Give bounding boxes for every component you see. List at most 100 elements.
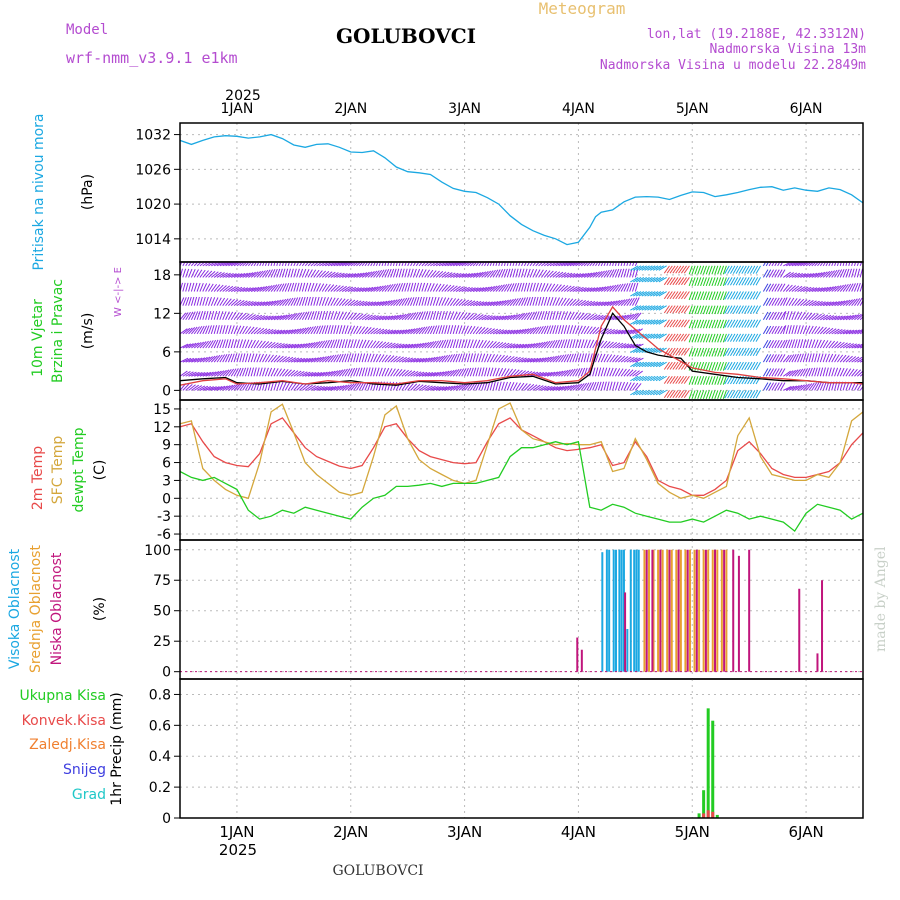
wind-barb bbox=[424, 282, 429, 292]
wind-barb bbox=[207, 325, 212, 335]
wind-barb bbox=[296, 262, 300, 267]
wind-barb bbox=[512, 382, 518, 391]
wind-barb bbox=[529, 268, 534, 278]
wind-barb bbox=[575, 273, 584, 278]
wind-barb bbox=[603, 353, 609, 363]
wind-barb bbox=[575, 383, 583, 391]
wind-barb bbox=[747, 291, 753, 300]
wind-barb bbox=[299, 311, 305, 321]
wind-barb bbox=[504, 283, 510, 292]
wind-barb bbox=[774, 382, 780, 391]
wind-barb bbox=[802, 368, 808, 377]
wind-barb bbox=[549, 371, 559, 377]
wind-barb bbox=[732, 277, 739, 286]
wind-barb bbox=[381, 300, 390, 307]
wind-barb bbox=[762, 283, 769, 292]
wind-barb bbox=[506, 298, 514, 306]
wind-barb bbox=[216, 354, 223, 363]
wind-barb bbox=[859, 331, 863, 335]
wind-barb bbox=[589, 326, 596, 335]
wind-barb bbox=[814, 301, 823, 307]
wind-barb bbox=[290, 262, 294, 267]
wind-barb bbox=[859, 360, 863, 363]
wind-barb bbox=[641, 333, 650, 339]
wind-barb bbox=[285, 356, 294, 363]
wind-barb bbox=[765, 262, 770, 267]
wind-barb bbox=[381, 284, 389, 292]
wind-barb bbox=[839, 284, 847, 292]
wind-barb bbox=[304, 342, 313, 349]
wind-barb bbox=[700, 265, 705, 275]
wind-barb bbox=[848, 314, 857, 321]
wind-barb bbox=[666, 375, 673, 384]
wind-barb bbox=[302, 327, 309, 335]
wind-barb bbox=[626, 343, 636, 349]
wind-barb bbox=[518, 268, 522, 278]
wind-barb bbox=[842, 368, 848, 377]
wind-barb bbox=[464, 287, 473, 292]
wind-barb bbox=[236, 367, 242, 377]
wind-barb bbox=[347, 299, 356, 307]
wind-barb bbox=[361, 367, 366, 377]
wind-barb bbox=[273, 268, 278, 278]
wind-barb bbox=[752, 265, 759, 274]
wind-barb bbox=[390, 343, 399, 349]
wind-barb bbox=[427, 311, 431, 320]
wind-barb bbox=[364, 327, 372, 335]
wind-barb bbox=[523, 282, 528, 292]
wind-barb bbox=[242, 326, 248, 335]
wind-barb bbox=[791, 285, 800, 292]
wind-barb bbox=[755, 277, 761, 286]
wind-barb bbox=[350, 300, 359, 307]
wind-barb bbox=[213, 297, 219, 306]
wind-barb bbox=[655, 276, 665, 283]
wind-barb bbox=[290, 328, 299, 335]
wind-barb bbox=[521, 297, 526, 306]
wind-barb bbox=[575, 286, 584, 292]
wind-barb bbox=[629, 297, 635, 306]
wind-barb bbox=[484, 262, 488, 267]
wind-barb bbox=[373, 270, 380, 278]
wind-barb bbox=[546, 371, 556, 377]
wind-barb bbox=[780, 339, 786, 349]
wind-barb bbox=[470, 300, 479, 307]
wind-barb bbox=[655, 305, 665, 311]
wind-barb bbox=[615, 283, 622, 292]
wind-barb bbox=[367, 286, 376, 292]
wind-barb bbox=[623, 268, 627, 278]
wind-barb bbox=[526, 327, 535, 335]
wind-barb bbox=[859, 373, 863, 377]
wind-barb bbox=[811, 300, 820, 307]
ytick-label: 0 bbox=[162, 811, 171, 827]
wind-barb bbox=[378, 285, 387, 292]
konvek-kisa-bar bbox=[706, 810, 710, 818]
wind-barb bbox=[800, 273, 809, 278]
wind-barb bbox=[233, 273, 243, 278]
wind-barb bbox=[644, 319, 653, 325]
wind-barb bbox=[848, 262, 851, 266]
wind-barb bbox=[435, 325, 440, 335]
wind-barb bbox=[630, 347, 639, 353]
wind-barb bbox=[650, 319, 659, 325]
temp2m-ylabel: 2m Temp bbox=[30, 446, 46, 510]
wind-barb bbox=[412, 311, 419, 321]
wind-barb bbox=[708, 291, 713, 301]
wind-barb bbox=[566, 272, 576, 278]
wind-barb bbox=[287, 357, 297, 363]
wind-barb bbox=[410, 268, 414, 278]
wind-barb bbox=[538, 269, 544, 278]
wind-barb bbox=[208, 386, 217, 391]
wind-barb bbox=[658, 305, 667, 311]
wind-barb bbox=[856, 297, 863, 306]
wind-barb bbox=[376, 301, 385, 307]
wind-barb bbox=[638, 291, 647, 297]
wind-barb bbox=[287, 297, 294, 306]
wind-barb bbox=[774, 297, 780, 306]
wind-barb bbox=[620, 283, 626, 292]
wind-barb bbox=[575, 299, 583, 307]
wind-barb bbox=[558, 284, 566, 292]
wind-barb bbox=[702, 361, 707, 371]
wind-barb bbox=[441, 370, 450, 377]
wind-barb bbox=[663, 333, 670, 342]
wind-barb bbox=[193, 341, 202, 349]
